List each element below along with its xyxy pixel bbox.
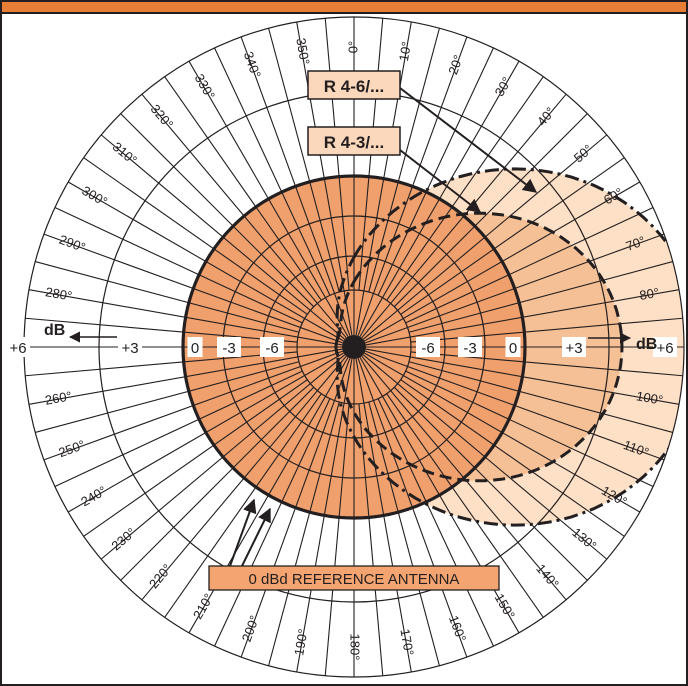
scale-label-bg [118,337,142,357]
scale-label: +3 [121,340,138,357]
angle-label: 210° [190,591,216,622]
scale-label-bg [505,337,521,357]
reference-pointer-1 [229,498,257,567]
r43-pattern-line [334,211,624,483]
scale-label: -3 [463,340,476,357]
radial-line [25,317,298,343]
angle-label: 100° [635,388,664,407]
radial-line [358,403,384,676]
radial-line [386,393,544,618]
scale-label: -6 [421,340,434,357]
scale-label-group: +6 +3 0 -3 -6 -6 -3 0 +3 +6 [6,337,677,357]
angle-label: 200° [239,613,262,643]
scale-label: -6 [265,340,278,357]
angle-label: 260° [44,388,73,407]
angle-label: 20° [445,53,466,77]
angle-label: 250° [57,437,87,460]
reference-label: 0 dBd REFERENCE ANTENNA [249,571,460,588]
r46-pointer [399,87,538,193]
scale-label: 0 [191,340,199,357]
angle-label: 280° [44,284,73,303]
angle-label: 150° [492,591,518,622]
radial-line [164,393,322,618]
scale-label-bg [562,337,586,357]
angle-label: 80° [638,285,660,303]
scale-label: +3 [565,340,582,357]
radial-line [54,207,303,324]
angle-label: 70° [624,233,648,254]
scale-label-bg [653,337,677,357]
center-hub [342,335,366,359]
db-right-label: dB [636,336,657,353]
reference-antenna-circle [181,174,527,520]
radial-line [83,157,308,315]
radial-line [393,386,588,581]
radial-line [377,398,494,647]
angle-label: 170° [397,628,416,657]
angle-label: 340° [241,50,264,80]
radial-line [410,351,683,377]
scale-label-bg [6,337,30,357]
radial-line [377,47,494,296]
radial-line [405,370,654,487]
reference-pointer-2 [241,507,271,567]
r46-label: R 4-6/... [324,77,384,96]
angle-label: 300° [79,183,110,209]
scale-label-bg [416,337,440,357]
scale-label: +6 [9,340,26,357]
angle-label: 350° [293,37,312,66]
radial-line [35,361,300,433]
angle-label: 0° [345,41,360,53]
radial-line [54,370,303,487]
radial-line [408,361,673,433]
angle-label: 330° [192,71,218,102]
radial-line [35,261,300,333]
radial-line [214,398,331,647]
top-bar [0,0,688,14]
angle-label: 160° [446,613,469,643]
radial-line [214,47,331,296]
r43-label: R 4-3/... [324,133,384,152]
scale-label-bg [187,337,203,357]
radial-line [386,76,544,301]
angle-label: 290° [57,232,87,255]
scale-label-bg [217,337,241,357]
angle-label: 180° [348,634,363,661]
r46-label-box [307,70,401,100]
angle-label: 10° [396,40,414,62]
scale-label: -3 [222,340,235,357]
scale-label-bg [458,337,482,357]
radial-line [400,157,625,315]
scale-label: 0 [509,340,517,357]
radial-line [164,76,322,301]
radial-line [83,379,308,537]
reference-label-box [208,565,500,591]
radial-line [120,113,315,308]
angle-label: 30° [492,74,515,99]
r43-label-box [307,126,401,156]
radial-line [410,317,683,343]
radial-line [268,28,340,293]
radial-line [120,386,315,581]
radial-line [393,113,588,308]
radial-line [400,379,625,537]
scale-label-bg [260,337,284,357]
angle-label: 240° [78,483,109,509]
radial-line [268,401,340,666]
radial-line [405,207,654,324]
radial-line [25,351,298,377]
scale-label: +6 [656,340,673,357]
angle-label: 190° [291,628,310,657]
radial-line [408,261,673,333]
r43-pointer [399,149,482,213]
db-left-label: dB [44,322,65,339]
radial-line [324,403,350,676]
